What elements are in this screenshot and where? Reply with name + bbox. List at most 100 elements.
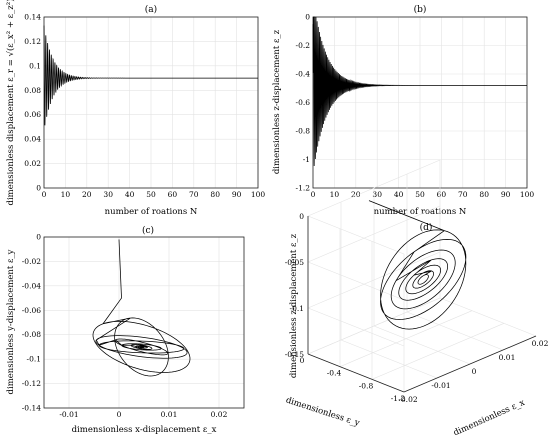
panel-d-floor-grid-x <box>340 339 438 379</box>
c-ytick-label: -0.06 <box>22 306 41 315</box>
b-ytick-label: -0.8 <box>296 127 311 136</box>
a-ytick-label: 0.08 <box>24 86 41 95</box>
a-ytick-label: 0 <box>36 184 41 193</box>
panel-c-title: (c) <box>142 225 154 236</box>
b-xtick-label: 40 <box>394 190 404 199</box>
panel-d-xtick-label: 0.02 <box>532 339 549 348</box>
b-xtick-label: 50 <box>415 190 425 199</box>
b-ytick-label: -0.6 <box>296 98 311 107</box>
c-ytick-label: -0.12 <box>22 379 41 388</box>
a-xtick-label: 60 <box>168 190 178 199</box>
panel-d: (d) dimensionless ε_x dimensionless ε_y … <box>284 159 549 439</box>
panel-d-xtick-label: 0.01 <box>499 353 516 362</box>
panel-d-x-axis <box>403 335 537 393</box>
a-ytick-label: 0.12 <box>24 37 41 46</box>
panel-d-back-grid-z <box>307 297 441 355</box>
a-ytick-label: 0.02 <box>24 159 41 168</box>
panel-d-ytick-label: -0.8 <box>359 381 374 390</box>
panel-a-ylabel: dimensionless displacement ε_r = √(ε_x² … <box>5 0 16 206</box>
panel-d-back-grid-z <box>307 159 441 217</box>
panel-c-series-line <box>92 239 191 377</box>
c-xtick-label: 0.01 <box>161 410 178 419</box>
c-ytick-label: -0.1 <box>27 355 41 364</box>
panel-c-ticks: -0.01 0 0.01 0.02 -0.14 -0.12 -0.1 -0.08 -0.06 -0… <box>22 233 228 420</box>
a-xtick-label: 30 <box>103 190 113 199</box>
panel-c-xlabel: dimensionless x-displacement ε_x <box>72 425 217 435</box>
panel-d-ytick-label: -0.4 <box>327 369 342 378</box>
panel-c-grid <box>44 236 244 409</box>
panel-a: (a) number of roations N dimensionless d… <box>5 0 265 217</box>
panel-d-back-grid-z <box>307 205 441 263</box>
panel-d-ytick-label: -1.2 <box>391 394 406 403</box>
panel-d-ztick-label: -0.05 <box>285 258 304 267</box>
panel-c-axes-box <box>43 236 245 409</box>
b-xtick-label: 0 <box>311 190 316 199</box>
panel-b: (b) number of roations N dimensionless z… <box>272 4 534 217</box>
b-ytick-label: -1.2 <box>296 184 311 193</box>
c-ytick-label: -0.02 <box>22 257 41 266</box>
panel-d-3d-frame <box>307 159 537 393</box>
panel-d-ytick-label: 0 <box>300 356 305 365</box>
panel-b-title: (b) <box>414 4 427 15</box>
b-xtick-label: 80 <box>479 190 489 199</box>
b-xtick-label: 30 <box>372 190 382 199</box>
b-xtick-label: 70 <box>458 190 468 199</box>
panel-b-axes-box <box>312 16 528 189</box>
panel-b-ylabel: dimensionless z-displacement ε_z <box>272 29 282 174</box>
panel-d-floor-grid-x <box>439 297 537 337</box>
b-ytick-label: -0.4 <box>296 70 311 79</box>
panel-d-xtick-label: -0.02 <box>398 395 417 404</box>
a-xtick-label: 80 <box>210 190 220 199</box>
panel-c-ylabel: dimensionless y-displacement ε_y <box>6 249 16 394</box>
panel-b-series-line <box>312 16 527 167</box>
panel-d-back-grid-z <box>307 251 441 309</box>
panel-b-ticks: 0 10 20 30 40 50 60 70 80 90 100 -1.2 -1 -0.8 -0.6 -0.4… <box>296 13 535 200</box>
panel-d-ztick-label: -0.1 <box>290 304 304 313</box>
panel-a-grid <box>43 16 259 189</box>
panel-d-floor-grid-x <box>373 325 471 365</box>
panel-d-series-line <box>368 200 467 330</box>
c-xtick-label: 0 <box>117 410 122 419</box>
panel-b-xlabel: number of roations N <box>374 207 467 217</box>
a-xtick-label: 20 <box>82 190 92 199</box>
a-xtick-label: 40 <box>125 190 135 199</box>
panel-d-ylabel: dimensionless z-displacement ε_z <box>289 233 299 378</box>
panel-d-floor-grid-x <box>406 311 504 351</box>
a-xtick-label: 0 <box>42 190 47 199</box>
panel-a-title: (a) <box>145 4 157 15</box>
b-xtick-label: 90 <box>501 190 511 199</box>
panel-d-xlabel: dimensionless ε_x <box>452 398 527 439</box>
a-ytick-label: 0.04 <box>24 135 41 144</box>
panel-d-ztick-label: -0.15 <box>285 350 304 359</box>
panel-d-ztick-label: 0 <box>299 212 304 221</box>
panel-d-side-grid-z <box>307 261 405 301</box>
b-xtick-label: 10 <box>330 190 340 199</box>
a-xtick-label: 90 <box>232 190 242 199</box>
panel-c: (c) dimensionless x-displacement ε_x dim… <box>6 225 245 435</box>
panel-d-side-grid-z <box>307 215 405 255</box>
a-ytick-label: 0.14 <box>24 13 41 22</box>
panel-d-ticks: -0.02-0.0100.010.02-1.2-0.8-0.40-0.15-0.… <box>285 212 549 404</box>
panel-b-grid <box>312 16 528 189</box>
panel-d-floor-grid-y <box>339 310 473 367</box>
panel-a-xlabel: number of roations N <box>105 207 198 217</box>
a-ytick-label: 0.1 <box>29 61 41 70</box>
panel-d-title: (d) <box>420 222 433 233</box>
panel-a-ticks: 0 10 20 30 40 50 60 70 80 90 100 0 0.02 0.04 0.06 0.08 0… <box>24 13 265 200</box>
c-xtick-label: -0.01 <box>59 410 78 419</box>
a-xtick-label: 100 <box>251 190 266 199</box>
panel-d-zlabel: dimensionless ε_y <box>284 395 361 428</box>
panel-d-y-axis <box>307 353 405 393</box>
panel-d-side-grid-z <box>307 307 405 347</box>
panel-d-xtick-label: 0 <box>472 367 477 376</box>
panel-a-series-line <box>43 25 258 126</box>
c-ytick-label: -0.08 <box>22 330 41 339</box>
b-xtick-label: 100 <box>520 190 535 199</box>
panel-d-xtick-label: -0.01 <box>431 381 450 390</box>
c-xtick-label: 0.02 <box>211 410 228 419</box>
a-xtick-label: 50 <box>146 190 156 199</box>
panel-d-floor-grid-y <box>371 323 505 380</box>
panel-a-axes-box <box>43 16 259 189</box>
c-ytick-label: -0.14 <box>22 404 41 413</box>
b-ytick-label: -0.2 <box>296 41 311 50</box>
